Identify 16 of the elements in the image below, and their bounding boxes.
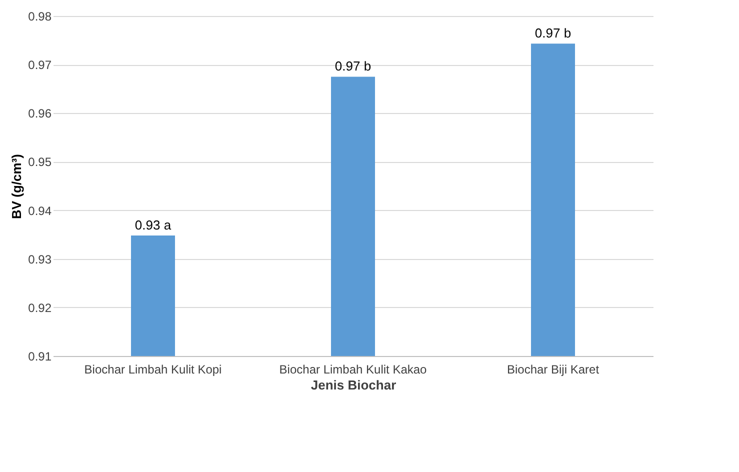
x-tick-label: Biochar Limbah Kulit Kopi [84, 362, 222, 376]
x-tick-label: Biochar Limbah Kulit Kakao [279, 362, 428, 376]
y-tick-label: 0.92 [28, 300, 52, 315]
x-axis-title: Jenis Biochar [310, 378, 396, 392]
y-tick-label: 0.93 [28, 252, 52, 266]
data-label: 0.93 a [134, 218, 172, 233]
data-label: 0.97 b [534, 26, 572, 41]
y-tick-label: 0.91 [28, 350, 52, 364]
data-label: 0.97 b [334, 58, 372, 74]
y-tick-label: 0.95 [28, 155, 52, 170]
y-tick-label: 0.96 [28, 106, 52, 121]
y-tick-label: 0.98 [28, 10, 52, 24]
y-tick-label: 0.94 [28, 204, 52, 218]
y-tick-label: 0.97 [28, 58, 52, 72]
y-axis-title: BV (g/cm³) [9, 154, 24, 219]
x-tick-label: Biochar Biji Karet [506, 362, 600, 376]
